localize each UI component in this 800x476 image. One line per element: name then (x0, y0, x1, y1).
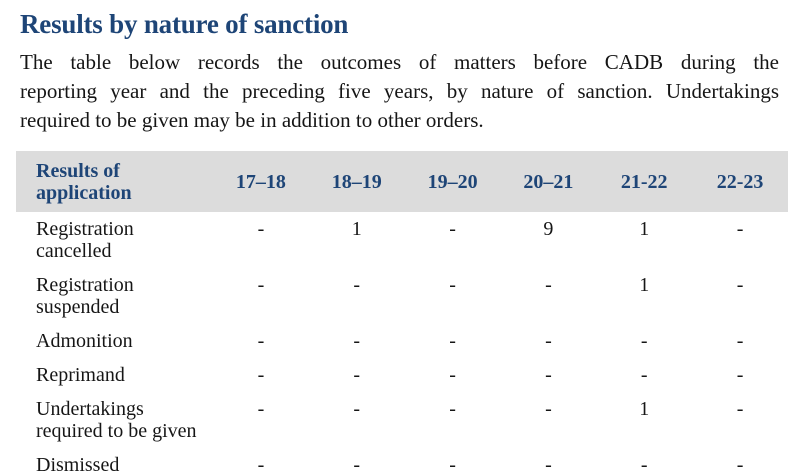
row-label: Undertakings required to be given (36, 398, 197, 442)
table-cell-value: - (736, 398, 744, 420)
table-cell-value: - (257, 364, 265, 386)
row-label: Admonition (36, 330, 133, 352)
table-cell-value: 1 (639, 398, 650, 420)
table-cell-value: - (736, 330, 744, 352)
row-label: Registration cancelled (36, 218, 134, 262)
table-cell-value: - (736, 454, 744, 476)
intro-paragraph: The table below records the outcomes of … (20, 48, 779, 135)
table-cell-value: - (257, 330, 265, 352)
table-cell-value: - (545, 274, 552, 296)
table-cell-value: - (449, 364, 456, 386)
table-row-registration-cancelled: Registration cancelled - 1 - 9 1 - (16, 212, 788, 268)
column-header-19-20: 19–20 (404, 151, 501, 212)
table-cell-value: - (545, 364, 552, 386)
table-row-dismissed: Dismissed - - - - - - (16, 448, 788, 476)
column-header-17-18: 17–18 (213, 151, 309, 212)
table-cell-value: - (736, 274, 744, 296)
column-header-results: Results of application (16, 151, 213, 212)
intro-line-2: reporting year and the preceding five ye… (20, 79, 779, 103)
table-cell-value: - (736, 364, 744, 386)
table-cell-value: - (257, 218, 265, 240)
column-header-18-19: 18–19 (308, 151, 405, 212)
table-cell-value: 1 (639, 274, 650, 296)
table-cell-value: 9 (543, 218, 554, 240)
table-cell-value: 1 (351, 218, 362, 240)
table-cell-value: - (449, 330, 456, 352)
table-row-registration-suspended: Registration suspended - - - - 1 - (16, 268, 788, 324)
intro-line-3: required to be given may be in addition … (20, 108, 484, 132)
table-cell-value: - (736, 218, 744, 240)
table-cell-value: - (449, 274, 456, 296)
table-cell-value: - (640, 330, 648, 352)
row-label: Registration suspended (36, 274, 134, 318)
table-cell-value: - (545, 330, 552, 352)
table-header-row: Results of application 17–18 18–19 19–20… (16, 151, 788, 212)
sanctions-table: Results of application 17–18 18–19 19–20… (16, 151, 788, 476)
column-header-21-22: 21-22 (596, 151, 693, 212)
sanctions-table-container: Results of application 17–18 18–19 19–20… (16, 151, 788, 476)
table-row-reprimand: Reprimand - - - - - - (16, 358, 788, 392)
table-cell-value: - (257, 274, 265, 296)
intro-line-1: The table below records the outcomes of … (20, 50, 779, 74)
column-header-22-23: 22-23 (692, 151, 788, 212)
table-cell-value: - (640, 364, 648, 386)
table-cell-value: - (545, 398, 552, 420)
table-cell-value: - (353, 454, 361, 476)
row-label: Reprimand (36, 364, 125, 386)
table-cell-value: - (353, 330, 361, 352)
table-cell-value: - (353, 274, 361, 296)
table-cell-value: - (640, 454, 648, 476)
table-cell-value: - (257, 398, 265, 420)
table-cell-value: 1 (639, 218, 650, 240)
table-cell-value: - (449, 398, 456, 420)
table-cell-value: - (449, 454, 456, 476)
table-cell-value: - (449, 218, 456, 240)
table-cell-value: - (353, 398, 361, 420)
table-row-admonition: Admonition - - - - - - (16, 324, 788, 358)
row-label: Dismissed (36, 454, 120, 476)
page-title: Results by nature of sanction (20, 9, 349, 39)
table-row-undertakings: Undertakings required to be given - - - … (16, 392, 788, 448)
table-cell-value: - (257, 454, 265, 476)
column-header-20-21: 20–21 (500, 151, 597, 212)
table-cell-value: - (545, 454, 552, 476)
table-cell-value: - (353, 364, 361, 386)
